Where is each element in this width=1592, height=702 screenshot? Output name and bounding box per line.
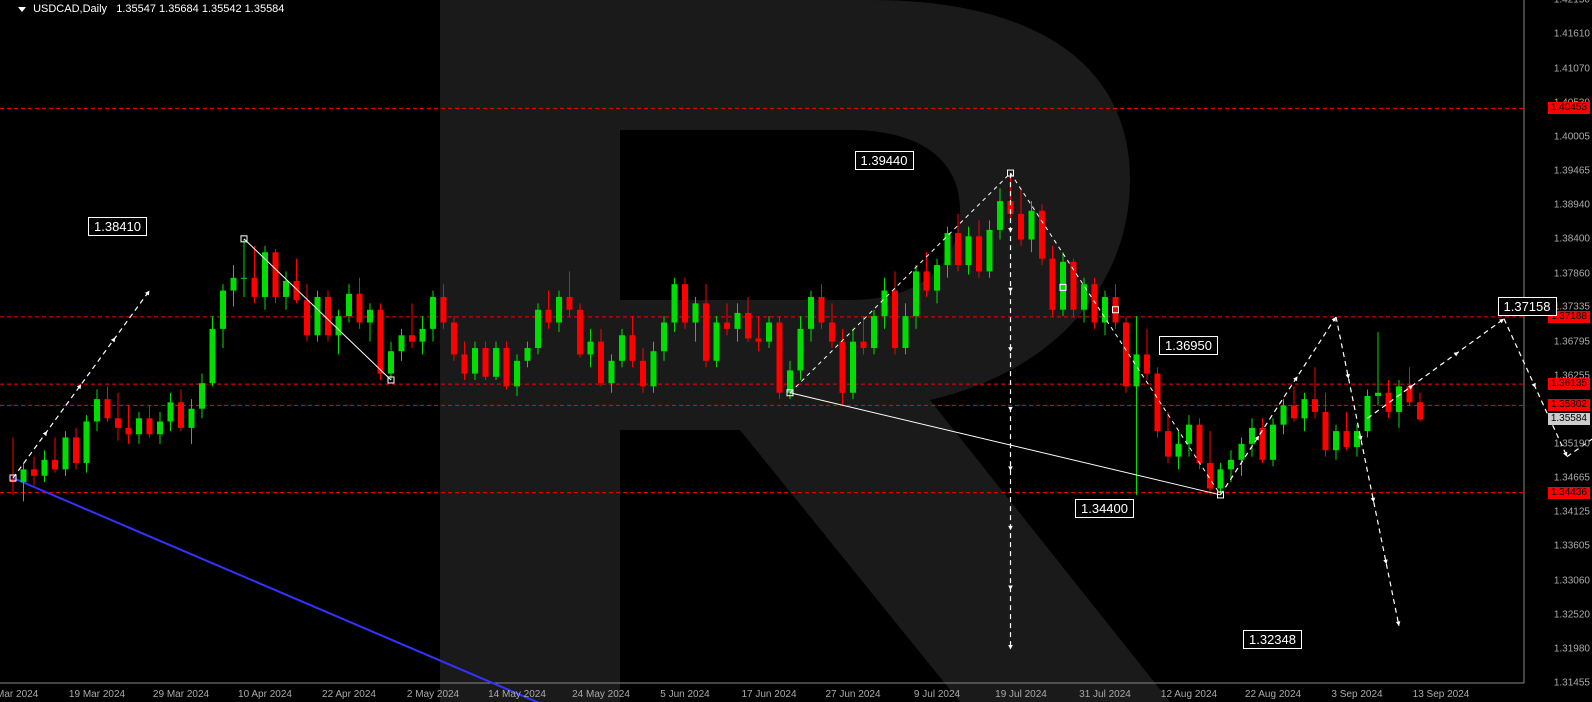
y-tick-label: 1.41610 — [1554, 29, 1590, 40]
price-annotation: 1.36950 — [1159, 336, 1218, 355]
x-tick-label: 12 Aug 2024 — [1161, 689, 1217, 700]
y-price-box: 1.36135 — [1548, 378, 1590, 390]
y-tick-label: 1.38400 — [1554, 234, 1590, 245]
x-tick-label: 22 Apr 2024 — [322, 689, 376, 700]
y-tick-label: 1.31455 — [1554, 678, 1590, 689]
y-tick-label: 1.33605 — [1554, 540, 1590, 551]
x-tick-label: 13 Sep 2024 — [1413, 689, 1470, 700]
y-tick-label: 1.34665 — [1554, 473, 1590, 484]
candlestick-chart[interactable]: USDCAD,Daily 1.35547 1.35684 1.35542 1.3… — [0, 0, 1592, 702]
x-tick-label: 5 Jun 2024 — [660, 689, 710, 700]
x-tick-label: 29 Mar 2024 — [153, 689, 209, 700]
y-price-box: 1.35802 — [1548, 399, 1590, 411]
x-tick-label: 19 Mar 2024 — [69, 689, 125, 700]
x-tick-label: 7 Mar 2024 — [0, 689, 38, 700]
chart-svg — [0, 0, 1592, 702]
x-tick-label: 2 May 2024 — [407, 689, 459, 700]
x-tick-label: 31 Jul 2024 — [1079, 689, 1131, 700]
x-tick-label: 9 Jul 2024 — [914, 689, 960, 700]
price-annotation: 1.39440 — [855, 151, 914, 170]
y-tick-label: 1.32520 — [1554, 609, 1590, 620]
price-annotation: 1.37158 — [1498, 297, 1557, 316]
x-tick-label: 19 Jul 2024 — [995, 689, 1047, 700]
y-tick-label: 1.41070 — [1554, 63, 1590, 74]
y-tick-label: 1.39465 — [1554, 166, 1590, 177]
y-price-box: 1.34436 — [1548, 487, 1590, 499]
x-tick-label: 22 Aug 2024 — [1245, 689, 1301, 700]
y-tick-label: 1.31980 — [1554, 644, 1590, 655]
y-tick-label: 1.42150 — [1554, 0, 1590, 6]
price-annotation: 1.38410 — [88, 217, 147, 236]
price-annotation: 1.32348 — [1243, 630, 1302, 649]
y-tick-label: 1.34125 — [1554, 507, 1590, 518]
x-tick-label: 27 Jun 2024 — [825, 689, 880, 700]
x-tick-label: 24 May 2024 — [572, 689, 630, 700]
y-price-box: 1.40453 — [1548, 102, 1590, 114]
x-tick-label: 10 Apr 2024 — [238, 689, 292, 700]
y-tick-label: 1.40005 — [1554, 131, 1590, 142]
x-tick-label: 17 Jun 2024 — [741, 689, 796, 700]
x-tick-label: 3 Sep 2024 — [1331, 689, 1382, 700]
x-tick-label: 14 May 2024 — [488, 689, 546, 700]
y-tick-label: 1.33060 — [1554, 575, 1590, 586]
y-price-box: 1.35584 — [1548, 413, 1590, 425]
y-tick-label: 1.37860 — [1554, 268, 1590, 279]
y-tick-label: 1.35190 — [1554, 439, 1590, 450]
price-annotation: 1.34400 — [1075, 499, 1134, 518]
y-tick-label: 1.36795 — [1554, 336, 1590, 347]
y-tick-label: 1.38940 — [1554, 199, 1590, 210]
